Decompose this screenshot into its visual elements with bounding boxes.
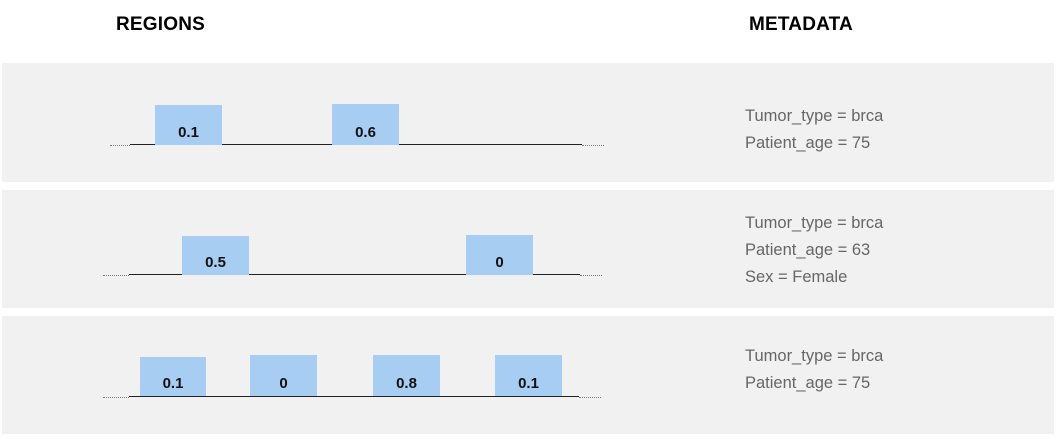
track-extension-right [579,397,601,398]
region-block: 0.1 [155,105,222,145]
region-track: 0.1 0.6 [2,63,642,182]
metadata-item: Tumor_type = brca [745,107,884,125]
metadata-item: Tumor_type = brca [745,214,884,232]
region-track: 0.5 0 [2,190,642,308]
track-baseline [129,396,579,397]
track-baseline [129,274,580,275]
region-track: 0.1 0 0.8 0.1 [2,316,642,434]
track-extension-left [103,397,129,398]
sample-row: 0.5 0 Tumor_type = brca Patient_age = 63… [2,190,1054,308]
metadata-item: Patient_age = 75 [745,134,871,152]
metadata-list: Tumor_type = brca Patient_age = 75 [745,343,883,397]
sample-row: 0.1 0.6 Tumor_type = brca Patient_age = … [2,63,1054,182]
track-extension-left [110,145,130,146]
region-block: 0.1 [495,355,562,396]
track-extension-right [580,275,602,276]
metadata-item: Patient_age = 63 [745,241,871,259]
track-extension-right [582,145,604,146]
metadata-item: Sex = Female [745,268,848,286]
sample-row: 0.1 0 0.8 0.1 Tumor_type = brca Patient_… [2,316,1054,434]
region-block: 0.5 [182,236,249,275]
region-block: 0.6 [332,104,399,145]
metadata-column-header: METADATA [749,14,853,35]
region-block: 0 [466,235,533,275]
metadata-item: Tumor_type = brca [745,347,884,365]
region-block: 0.8 [373,355,440,396]
region-block: 0.1 [140,357,206,396]
metadata-item: Patient_age = 75 [745,374,871,392]
track-extension-left [103,275,129,276]
region-block: 0 [250,355,317,396]
metadata-list: Tumor_type = brca Patient_age = 63 Sex =… [745,210,883,291]
metadata-list: Tumor_type = brca Patient_age = 75 [745,103,883,157]
regions-column-header: REGIONS [116,14,206,35]
